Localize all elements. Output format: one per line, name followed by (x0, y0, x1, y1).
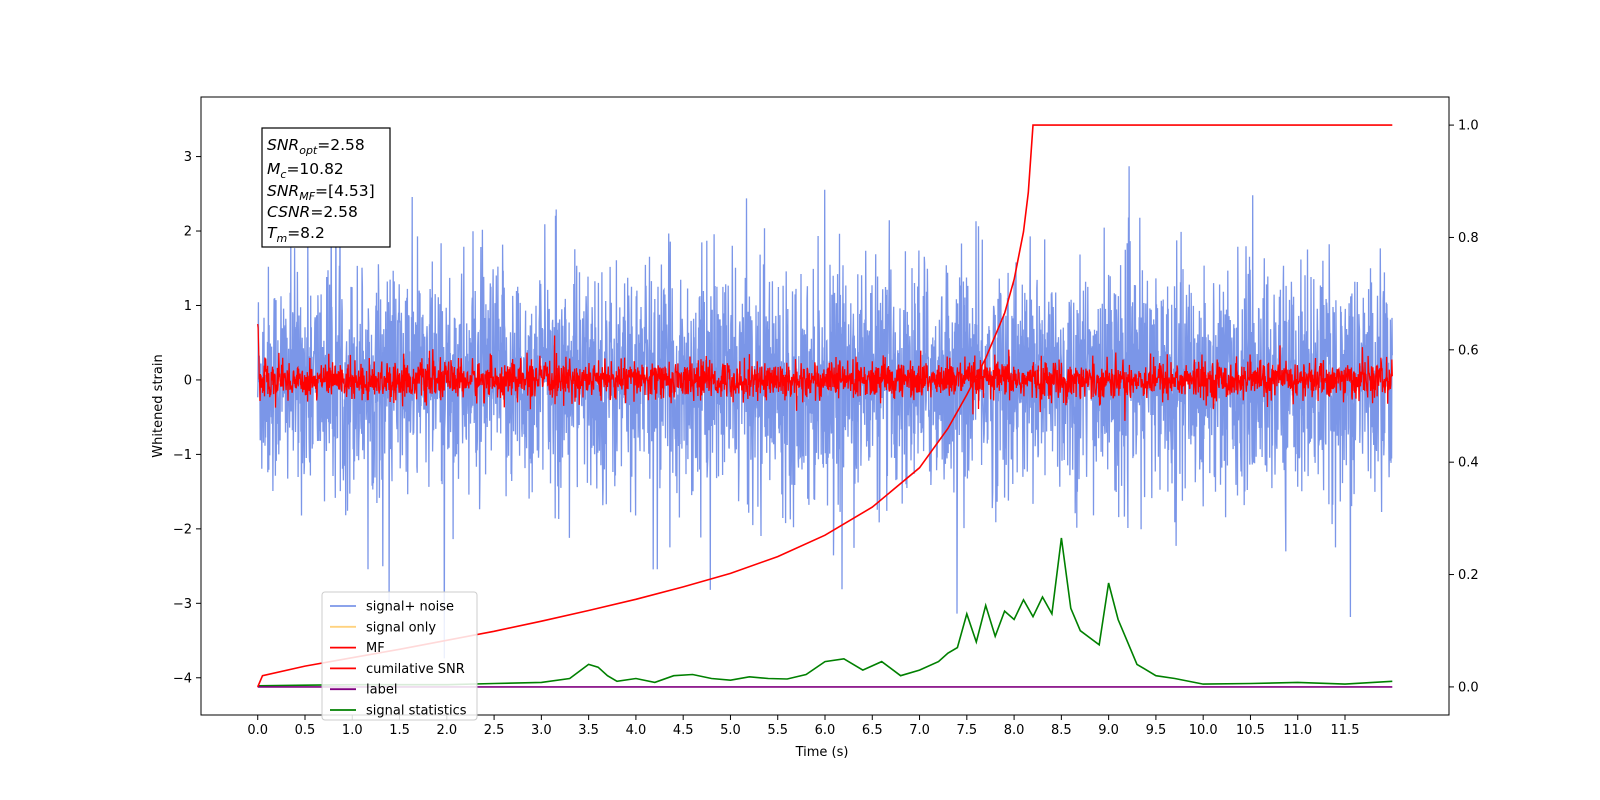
x-axis: 0.0 0.5 1.0 1.5 2.0 2.5 3.0 3.5 4.0 4.5 5.0 5.5 6.0 6… (247, 715, 1359, 738)
x-tick-label: 5.0 (720, 723, 741, 738)
x-tick-label: 10.5 (1236, 723, 1265, 738)
info-snr-mf: SNRMF=[4.53] (267, 182, 375, 203)
legend-label: signal statistics (366, 704, 467, 719)
y2-tick-label: 0.8 (1458, 231, 1479, 246)
x-tick-label: 9.0 (1098, 723, 1119, 738)
series-mf (257, 324, 1393, 421)
x-tick-label: 9.5 (1146, 723, 1167, 738)
legend-label: signal only (366, 620, 436, 635)
signal-statistics-line (257, 537, 1393, 687)
x-tick-label: 8.5 (1051, 723, 1072, 738)
y-tick-label: −2 (173, 522, 192, 537)
y2-tick-label: 0.0 (1458, 680, 1479, 695)
x-tick-label: 11.5 (1331, 723, 1360, 738)
x-tick-label: 1.0 (342, 723, 363, 738)
x-tick-label: 7.5 (956, 723, 977, 738)
info-csnr: CSNR=2.58 (267, 203, 358, 221)
info-box: SNRopt=2.58 Mc=10.82 SNRMF=[4.53] CSNR=2… (261, 127, 391, 248)
y-tick-label: 1 (184, 299, 192, 314)
series-signal-noise (257, 166, 1393, 659)
x-tick-label: 2.5 (484, 723, 505, 738)
info-mc: Mc=10.82 (267, 160, 344, 181)
y2-tick-label: 1.0 (1458, 119, 1479, 134)
y-axis-left: 3 2 1 0 −1 −2 −3 −4 (173, 150, 201, 686)
x-tick-label: 3.0 (531, 723, 552, 738)
legend-label: MF (366, 641, 385, 656)
signal-noise-line (257, 166, 1393, 659)
y-tick-label: 0 (184, 373, 192, 388)
y2-tick-label: 0.2 (1458, 568, 1479, 583)
x-tick-label: 0.5 (295, 723, 316, 738)
x-tick-label: 4.0 (626, 723, 647, 738)
x-tick-label: 7.0 (909, 723, 930, 738)
y-tick-label: −1 (173, 448, 192, 463)
series-signal-statistics (257, 537, 1393, 687)
x-tick-label: 1.5 (389, 723, 410, 738)
legend-label: label (366, 683, 397, 698)
y-axis-right: 1.0 0.8 0.6 0.4 0.2 0.0 (1449, 119, 1479, 695)
info-tm: Tm=8.2 (267, 224, 325, 245)
legend: signal+ noise signal only MF cumilative SNR… (321, 591, 478, 721)
x-tick-label: 11.0 (1283, 723, 1312, 738)
y-tick-label: −4 (173, 671, 192, 686)
x-tick-label: 6.0 (815, 723, 836, 738)
y-axis-title: Whitened strain (151, 354, 166, 457)
y-tick-label: 2 (184, 225, 192, 240)
x-axis-title: Time (s) (795, 745, 849, 760)
x-tick-label: 8.0 (1004, 723, 1025, 738)
y2-tick-label: 0.6 (1458, 343, 1479, 358)
x-tick-label: 0.0 (247, 723, 268, 738)
y-tick-label: 3 (184, 150, 192, 165)
legend-label: cumilative SNR (366, 662, 465, 677)
x-tick-label: 2.0 (436, 723, 457, 738)
x-tick-label: 4.5 (673, 723, 694, 738)
y2-tick-label: 0.4 (1458, 456, 1479, 471)
mf-line (257, 324, 1393, 421)
y-tick-label: −3 (173, 597, 192, 612)
x-tick-label: 6.5 (862, 723, 883, 738)
x-tick-label: 3.5 (578, 723, 599, 738)
legend-label: signal+ noise (366, 600, 454, 615)
x-tick-label: 10.0 (1189, 723, 1218, 738)
x-tick-label: 5.5 (767, 723, 788, 738)
info-snr-opt: SNRopt=2.58 (267, 136, 365, 157)
